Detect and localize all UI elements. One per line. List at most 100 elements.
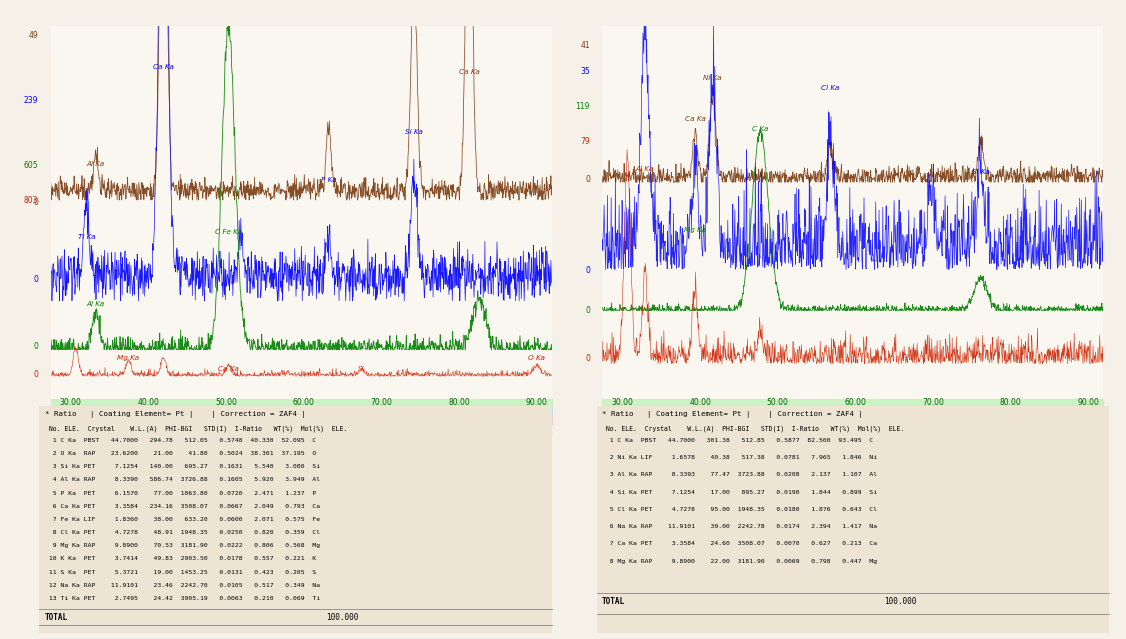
Text: 0: 0	[34, 342, 38, 351]
Text: 9 Mg Ka RAP     9.8900    70.53  3181.90   0.0222   0.806   0.568  Mg: 9 Mg Ka RAP 9.8900 70.53 3181.90 0.0222 …	[45, 543, 320, 548]
Text: Ca Ka: Ca Ka	[685, 116, 706, 121]
Text: 20.00: 20.00	[466, 424, 488, 433]
Text: 2.50: 2.50	[285, 415, 302, 424]
Text: 60.00: 60.00	[293, 398, 314, 407]
Text: 5.00: 5.00	[804, 406, 821, 415]
Text: 70.00: 70.00	[922, 398, 944, 407]
Text: 80.00: 80.00	[1000, 398, 1021, 407]
Text: 35: 35	[580, 66, 590, 75]
Text: Mg Ka: Mg Ka	[117, 355, 140, 362]
Text: 6.00: 6.00	[342, 406, 360, 415]
Text: TOTAL: TOTAL	[45, 613, 68, 622]
Text: 1 C Ka  PBST   44.7000   301.38   512.85   0.5877  82.500  93.495  C: 1 C Ka PBST 44.7000 301.38 512.85 0.5877…	[602, 438, 873, 443]
Text: 90.00: 90.00	[1078, 398, 1099, 407]
Text: 13 Ti Ka PET     2.7495    24.42  3905.19   0.0063   0.210   0.069  Ti: 13 Ti Ka PET 2.7495 24.42 3905.19 0.0063…	[45, 596, 320, 601]
Text: 0: 0	[586, 266, 590, 275]
Text: TOTAL: TOTAL	[602, 597, 625, 606]
Text: 10 K Ka  PET     3.7414    49.83  2903.50   0.0178   0.557   0.221  K: 10 K Ka PET 3.7414 49.83 2903.50 0.0178 …	[45, 557, 315, 562]
Text: 803: 803	[24, 196, 38, 204]
Text: 1.50: 1.50	[640, 415, 656, 424]
Text: * Ratio   | Coating Element= Pt |    | Correction = ZAF4 |: * Ratio | Coating Element= Pt | | Correc…	[45, 412, 305, 419]
Text: 41: 41	[580, 42, 590, 50]
Text: 80.00: 80.00	[448, 398, 470, 407]
Text: 70.00: 70.00	[370, 398, 392, 407]
Text: 5.00: 5.00	[88, 424, 105, 433]
Text: 0: 0	[586, 355, 590, 364]
Text: 90.00: 90.00	[526, 398, 547, 407]
Text: 8 Mg Ka RAP     9.8900    22.00  3181.90   0.0069   0.798   0.447  Mg: 8 Mg Ka RAP 9.8900 22.00 3181.90 0.0069 …	[602, 558, 877, 564]
Text: 3 Al Ka RAP     8.3393    77.47  3723.88   0.0208   2.137   1.107  Al: 3 Al Ka RAP 8.3393 77.47 3723.88 0.0208 …	[602, 472, 877, 477]
Text: 20.00: 20.00	[1018, 424, 1039, 433]
Text: 40.00: 40.00	[689, 398, 711, 407]
Text: 2.50: 2.50	[837, 415, 854, 424]
Text: 3.00: 3.00	[624, 406, 641, 415]
Text: 3.00: 3.00	[72, 406, 89, 415]
Text: 50.00: 50.00	[767, 398, 788, 407]
Text: 11 S Ka  PET     5.3721    19.00  1453.25   0.0131   0.423   0.205  S: 11 S Ka PET 5.3721 19.00 1453.25 0.0131 …	[45, 569, 315, 574]
Text: 3.00: 3.00	[384, 415, 401, 424]
Text: 5.00: 5.00	[640, 424, 656, 433]
Text: 3.50: 3.50	[483, 415, 500, 424]
Text: 7 Ca Ka PET     3.3584    24.60  3508.07   0.0070   0.627   0.213  Ca: 7 Ca Ka PET 3.3584 24.60 3508.07 0.0070 …	[602, 541, 877, 546]
Text: Ca Ka: Ca Ka	[153, 65, 173, 70]
Text: 6 Ca Ka PET     3.3584   234.16  3508.07   0.0667   2.049   0.793  Ca: 6 Ca Ka PET 3.3584 234.16 3508.07 0.0667…	[45, 504, 320, 509]
Text: Ca Ka: Ca Ka	[218, 366, 239, 373]
Text: 119: 119	[575, 102, 590, 111]
Text: 15.00: 15.00	[339, 424, 360, 433]
Text: Ti Ka: Ti Ka	[78, 234, 96, 240]
Text: 50.00: 50.00	[215, 398, 236, 407]
Text: 4 Si Ka PET     7.1254    17.00   895.27   0.0190   1.844   0.899  Si: 4 Si Ka PET 7.1254 17.00 895.27 0.0190 1…	[602, 489, 877, 495]
Text: 1 C Ka  PBST   44.7000   294.78   512.05   0.5748  40.330  52.095  C: 1 C Ka PBST 44.7000 294.78 512.05 0.5748…	[45, 438, 315, 443]
Text: C Ka: C Ka	[752, 126, 768, 132]
Text: P Ka: P Ka	[321, 177, 337, 183]
Text: 605: 605	[24, 160, 38, 169]
Text: 0: 0	[586, 174, 590, 183]
Text: 2 Ni Ka LIF     1.6578    40.38   517.38   0.0781   7.965   1.846  Ni: 2 Ni Ka LIF 1.6578 40.38 517.38 0.0781 7…	[602, 455, 877, 460]
Text: 100.000: 100.000	[327, 613, 359, 622]
Text: 10.00: 10.00	[212, 424, 233, 433]
Text: 100.000: 100.000	[884, 597, 917, 606]
Text: 5 Cl Ka PET     4.7278    95.00  1948.35   0.0180   1.876   0.643  Cl: 5 Cl Ka PET 4.7278 95.00 1948.35 0.0180 …	[602, 507, 877, 512]
Text: Ca Ka: Ca Ka	[458, 70, 480, 75]
Text: 4.00: 4.00	[162, 406, 179, 415]
Text: 2 O Ka  RAP    23.6200    21.00    41.80   0.5024  38.301  37.195  O: 2 O Ka RAP 23.6200 21.00 41.80 0.5024 38…	[45, 451, 315, 456]
Text: Al Ka: Al Ka	[636, 166, 654, 172]
Text: Si: Si	[358, 366, 365, 373]
Text: 12 Na Ka RAP    11.9101    23.46  2242.70   0.0105   0.517   0.349  Na: 12 Na Ka RAP 11.9101 23.46 2242.70 0.010…	[45, 583, 320, 588]
Text: 7 Fe Ka LIF     1.8360    38.00   633.20   0.0600   2.071   0.575  Fe: 7 Fe Ka LIF 1.8360 38.00 633.20 0.0600 2…	[45, 517, 320, 522]
Text: 0: 0	[34, 275, 38, 284]
Text: 30.00: 30.00	[611, 398, 634, 407]
Text: 10.00: 10.00	[763, 424, 785, 433]
Text: 15.00: 15.00	[891, 424, 912, 433]
Text: 5.00: 5.00	[252, 406, 269, 415]
Text: No. ELE.  Crystal    W.L.(A)  PHI-BGI   STD(I)  I-Ratio   WT(%)  Mol(%)  ELE.: No. ELE. Crystal W.L.(A) PHI-BGI STD(I) …	[602, 425, 904, 431]
Text: 3.50: 3.50	[1035, 415, 1052, 424]
Text: 0: 0	[586, 306, 590, 315]
Text: Al Ka: Al Ka	[87, 301, 105, 307]
Text: 4.00: 4.00	[714, 406, 731, 415]
Text: Al Ka: Al Ka	[87, 161, 105, 167]
Text: 3.00: 3.00	[936, 415, 953, 424]
Text: 0: 0	[34, 199, 38, 208]
Text: Si Ka: Si Ka	[972, 169, 990, 175]
Text: 2.00: 2.00	[738, 415, 754, 424]
Text: 8.00: 8.00	[524, 406, 540, 415]
Text: 7.00: 7.00	[434, 406, 450, 415]
Text: 8.00: 8.00	[1075, 406, 1092, 415]
Text: 6.00: 6.00	[894, 406, 912, 415]
Text: 49: 49	[28, 31, 38, 40]
Text: 1.50: 1.50	[88, 415, 105, 424]
Text: 60.00: 60.00	[844, 398, 866, 407]
Text: O Ka: O Ka	[528, 355, 545, 362]
Text: 0: 0	[34, 370, 38, 379]
Text: 7.00: 7.00	[985, 406, 1002, 415]
Text: Si Ka: Si Ka	[405, 129, 423, 135]
Text: No. ELE.  Crystal    W.L.(A)  PHI-BGI   STD(I)  I-Ratio   WT(%)  Mol(%)  ELE.: No. ELE. Crystal W.L.(A) PHI-BGI STD(I) …	[45, 425, 347, 431]
Text: 30.00: 30.00	[60, 398, 82, 407]
Text: 5 P Ka  PET     6.1570    77.00  1063.80   0.0720   2.471   1.237  P: 5 P Ka PET 6.1570 77.00 1063.80 0.0720 2…	[45, 491, 315, 496]
Text: 8 Cl Ka PET     4.7278    48.91  1948.35   0.0250   0.820   0.359  Cl: 8 Cl Ka PET 4.7278 48.91 1948.35 0.0250 …	[45, 530, 320, 535]
Text: 40.00: 40.00	[137, 398, 159, 407]
Text: 3 Si Ka PET     7.1254   140.00   695.27   0.1631   5.540   3.080  Si: 3 Si Ka PET 7.1254 140.00 695.27 0.1631 …	[45, 465, 320, 469]
Text: Mg Ka: Mg Ka	[685, 227, 706, 233]
Text: * Ratio   | Coating Element= Pt |    | Correction = ZAF4 |: * Ratio | Coating Element= Pt | | Correc…	[602, 412, 863, 419]
